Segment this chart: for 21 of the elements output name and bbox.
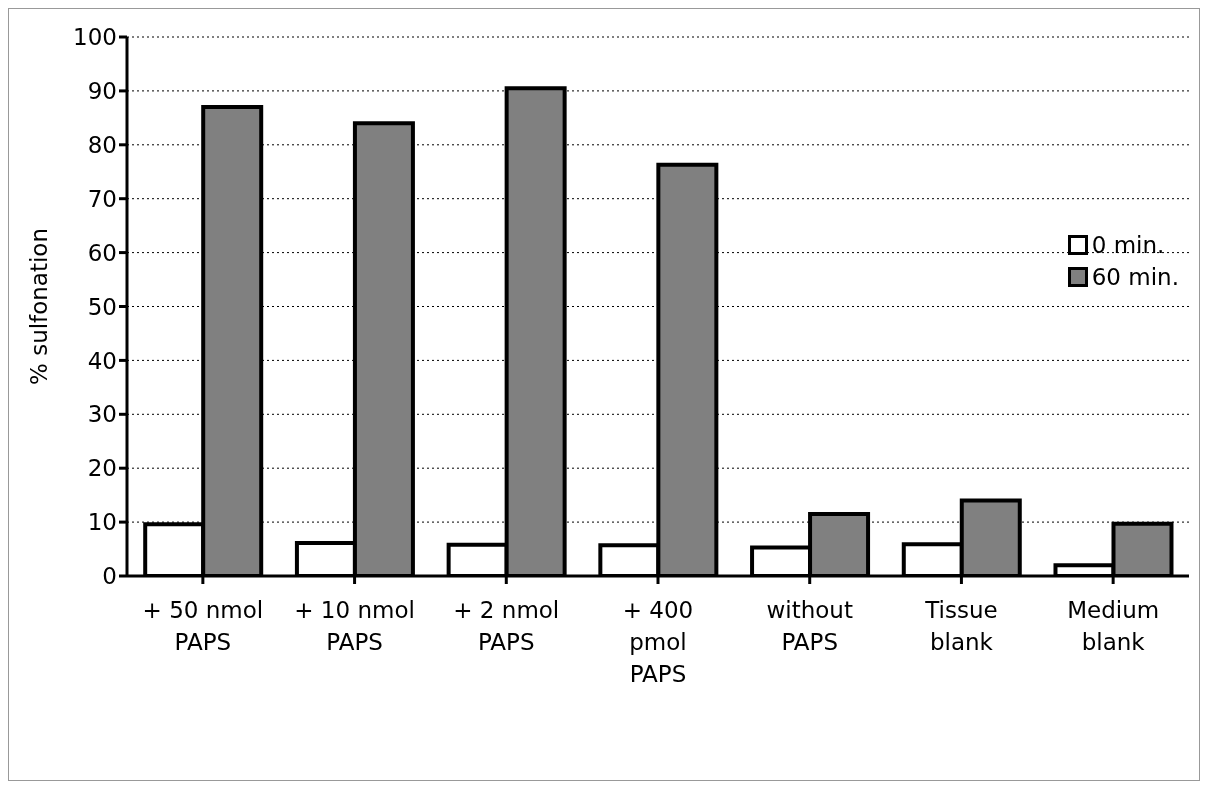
y-tick-label: 60 — [87, 239, 117, 266]
x-tick-label: + 400 pmol PAPS — [622, 597, 694, 687]
legend-label: 60 min. — [1091, 264, 1179, 290]
x-tick-label: Tissue blank — [924, 597, 998, 655]
y-tick-label: 40 — [87, 347, 117, 374]
x-tick-label: + 2 nmol PAPS — [453, 597, 560, 655]
x-tick-label: without PAPS — [766, 597, 853, 655]
y-tick-label: 10 — [87, 509, 117, 536]
y-tick-label: 90 — [87, 78, 117, 105]
y-tick-label: 20 — [87, 455, 117, 482]
y-tick-label: 50 — [87, 293, 117, 320]
x-tick-label: + 10 nmol PAPS — [294, 597, 415, 655]
x-tick-label: + 50 nmol PAPS — [142, 597, 264, 655]
y-tick-label: 80 — [87, 131, 117, 158]
y-tick-label: 100 — [73, 24, 117, 51]
x-tick-label: Medium blank — [1067, 597, 1160, 655]
y-tick-label: 70 — [87, 185, 117, 212]
y-tick-label: 30 — [87, 401, 117, 428]
y-tick-label: 0 — [102, 563, 117, 590]
y-axis-title: % sulfonation — [26, 227, 53, 386]
legend-label: 0 min. — [1091, 232, 1165, 258]
